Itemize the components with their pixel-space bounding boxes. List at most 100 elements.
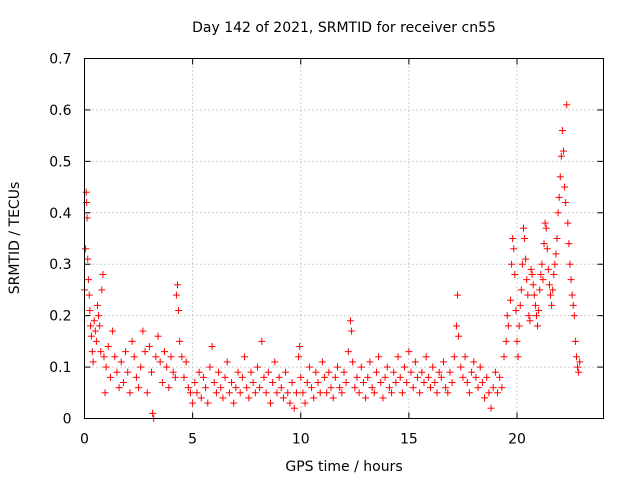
x-tick-label: 5 (188, 432, 197, 448)
data-point (409, 384, 417, 392)
data-point (514, 353, 522, 361)
data-point (264, 368, 272, 376)
data-point (145, 343, 153, 350)
data-point (515, 322, 523, 330)
data-point (455, 332, 463, 340)
data-point (122, 348, 130, 356)
data-point (90, 317, 98, 325)
data-point (394, 353, 402, 361)
data-point (427, 384, 434, 392)
data-point (223, 358, 231, 366)
data-point (275, 373, 283, 381)
grid-lines (84, 58, 604, 419)
data-point (292, 389, 300, 397)
data-point (551, 260, 559, 268)
data-point (507, 296, 515, 304)
data-point (543, 245, 551, 253)
data-point (284, 389, 292, 397)
data-point (353, 373, 361, 381)
data-point (165, 384, 173, 392)
data-point (346, 317, 354, 325)
data-point (282, 368, 290, 376)
data-point (152, 353, 160, 361)
data-point (392, 379, 400, 386)
data-point (199, 373, 207, 381)
data-point (544, 265, 552, 273)
data-point (437, 373, 445, 381)
data-point (483, 373, 491, 381)
data-point (340, 368, 348, 376)
data-point (463, 379, 471, 386)
data-point (518, 260, 526, 268)
data-point (448, 379, 456, 386)
data-point (277, 384, 285, 392)
data-point (498, 384, 506, 392)
data-point (117, 358, 125, 366)
data-point (182, 358, 190, 366)
data-point (465, 389, 473, 397)
data-point (508, 260, 516, 268)
data-point (344, 348, 352, 356)
data-point (527, 265, 535, 273)
data-point (111, 353, 119, 361)
data-point (245, 394, 253, 402)
data-point (534, 322, 542, 330)
data-point (102, 363, 110, 371)
data-points (81, 101, 584, 422)
data-point (418, 368, 426, 376)
data-point (496, 373, 504, 381)
data-point (468, 368, 476, 376)
data-point (532, 312, 540, 320)
data-point (383, 363, 391, 371)
data-point (197, 394, 205, 402)
data-point (503, 312, 511, 320)
data-point (225, 389, 233, 397)
data-point (97, 348, 105, 356)
data-point (137, 363, 145, 371)
data-point (541, 219, 549, 227)
data-point (290, 404, 298, 412)
data-point (156, 358, 164, 366)
data-point (446, 368, 454, 376)
data-point (565, 240, 573, 248)
y-tick-label: 0.7 (49, 52, 71, 68)
data-point (202, 384, 210, 392)
data-point (511, 271, 519, 278)
data-point (561, 183, 569, 191)
data-point (296, 343, 304, 350)
data-point (542, 224, 550, 232)
data-point (329, 394, 337, 402)
data-point (96, 322, 104, 330)
data-point (271, 358, 279, 366)
data-point (512, 307, 520, 314)
y-tick-label: 0.2 (49, 309, 71, 325)
data-point (128, 337, 136, 345)
y-tick-label: 0.4 (49, 206, 71, 222)
data-point (266, 399, 274, 407)
x-tick-label: 20 (508, 432, 526, 448)
data-point (106, 373, 114, 381)
data-point (101, 389, 109, 397)
data-point (349, 358, 357, 366)
data-point (217, 384, 225, 392)
data-point (95, 312, 103, 320)
data-point (517, 286, 525, 294)
data-point (115, 384, 123, 392)
data-point (84, 276, 92, 284)
data-point (303, 379, 311, 386)
y-tick-label: 0.3 (49, 257, 71, 273)
data-point (247, 368, 255, 376)
data-point (288, 379, 296, 386)
data-point (407, 368, 415, 376)
data-point (87, 332, 95, 340)
data-point (148, 368, 156, 376)
data-point (212, 389, 220, 397)
data-point (338, 389, 346, 397)
data-point (472, 373, 480, 381)
data-point (279, 394, 287, 402)
data-point (540, 240, 548, 248)
data-point (429, 363, 437, 371)
data-point (539, 276, 547, 284)
data-point (422, 353, 430, 361)
